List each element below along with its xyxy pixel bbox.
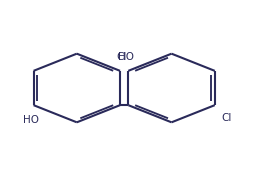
- Text: HO: HO: [23, 115, 39, 125]
- Text: Cl: Cl: [116, 52, 126, 62]
- Text: HO: HO: [118, 52, 134, 62]
- Text: Cl: Cl: [221, 113, 231, 123]
